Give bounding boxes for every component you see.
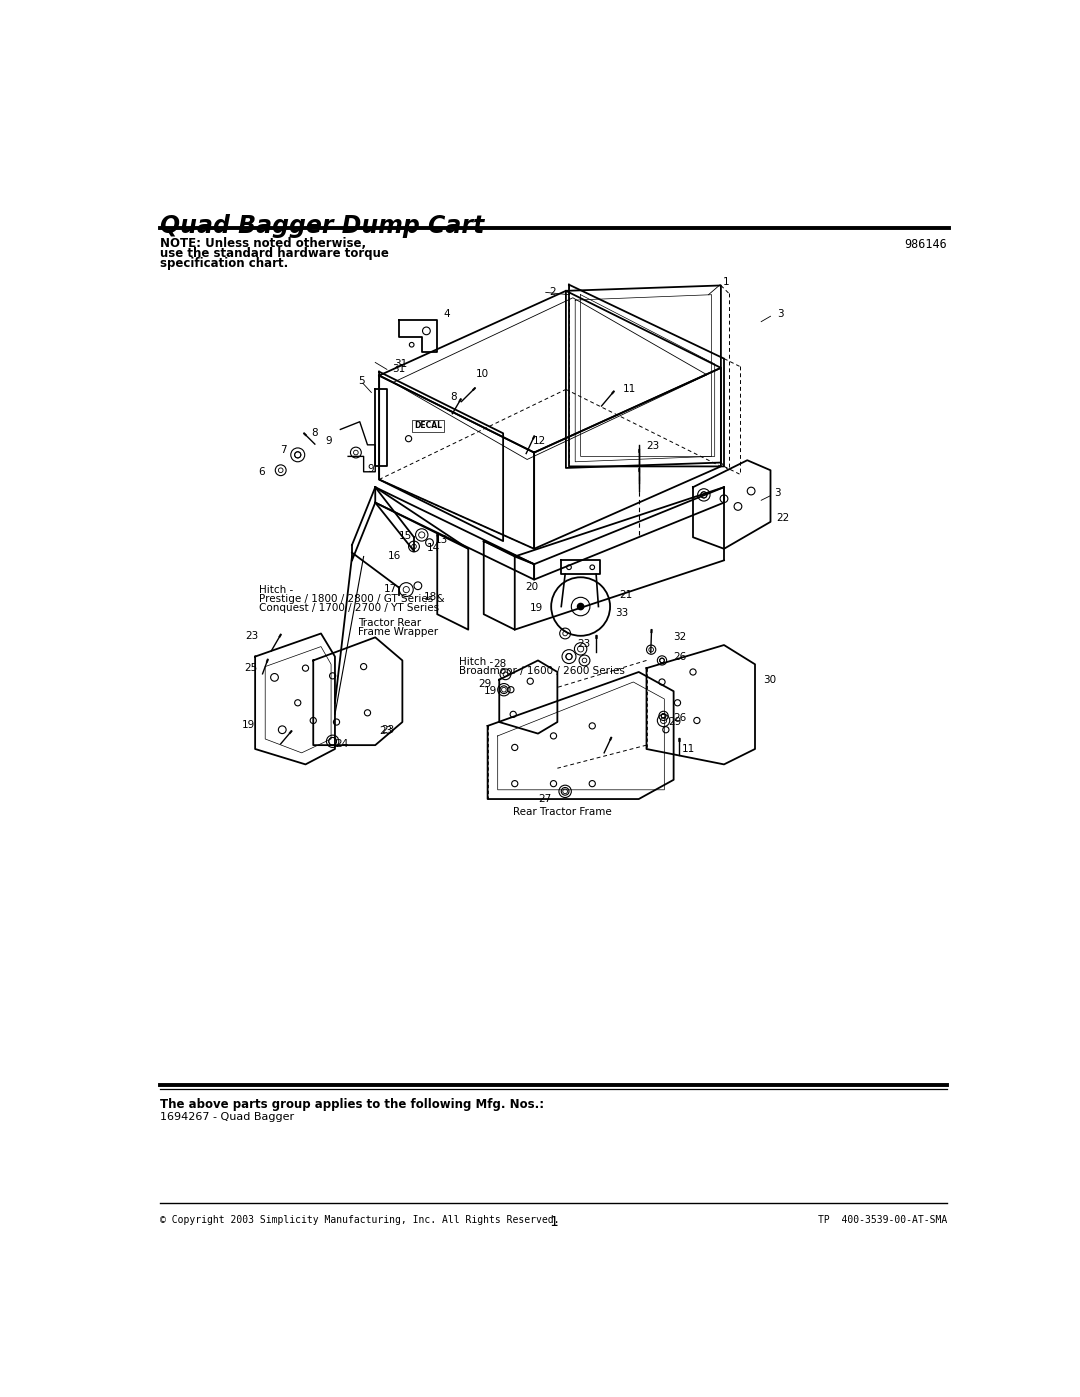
Text: 9: 9 bbox=[367, 464, 374, 475]
Text: 32: 32 bbox=[674, 633, 687, 643]
Text: 15: 15 bbox=[400, 531, 413, 542]
Text: Rear Tractor Frame: Rear Tractor Frame bbox=[513, 806, 612, 817]
Text: DECAL: DECAL bbox=[414, 420, 442, 430]
Text: 11: 11 bbox=[683, 745, 696, 754]
Text: 1: 1 bbox=[550, 1215, 557, 1229]
Text: 8: 8 bbox=[311, 429, 318, 439]
Text: NOTE: Unless noted otherwise,: NOTE: Unless noted otherwise, bbox=[160, 237, 366, 250]
Text: 19: 19 bbox=[242, 719, 255, 731]
Text: 26: 26 bbox=[674, 651, 687, 662]
Text: 24: 24 bbox=[335, 739, 348, 749]
Text: Quad Bagger Dump Cart: Quad Bagger Dump Cart bbox=[160, 214, 484, 237]
Text: 19: 19 bbox=[484, 686, 497, 696]
Text: 5: 5 bbox=[357, 376, 364, 386]
Text: 4: 4 bbox=[444, 309, 450, 319]
Text: 986146: 986146 bbox=[904, 239, 947, 251]
Text: 21: 21 bbox=[619, 590, 633, 599]
Text: 23: 23 bbox=[647, 441, 660, 451]
Text: 8: 8 bbox=[450, 393, 457, 402]
Text: 17: 17 bbox=[383, 584, 397, 594]
Text: 14: 14 bbox=[427, 543, 440, 553]
Text: 23: 23 bbox=[379, 726, 392, 736]
Text: 13: 13 bbox=[435, 535, 448, 545]
Text: 16: 16 bbox=[388, 552, 401, 562]
Text: 22: 22 bbox=[777, 513, 789, 522]
Text: 3: 3 bbox=[777, 309, 783, 319]
Text: 30: 30 bbox=[762, 675, 775, 685]
Text: 29: 29 bbox=[478, 679, 491, 689]
Text: TP  400-3539-00-AT-SMA: TP 400-3539-00-AT-SMA bbox=[818, 1215, 947, 1225]
Text: 1: 1 bbox=[723, 277, 729, 286]
Text: 33: 33 bbox=[616, 608, 629, 617]
Text: 19: 19 bbox=[530, 604, 543, 613]
Text: The above parts group applies to the following Mfg. Nos.:: The above parts group applies to the fol… bbox=[160, 1098, 544, 1111]
Text: use the standard hardware torque: use the standard hardware torque bbox=[160, 247, 389, 260]
Text: Hitch -: Hitch - bbox=[459, 657, 494, 666]
Text: 10: 10 bbox=[476, 369, 489, 379]
Text: 23: 23 bbox=[246, 631, 259, 641]
Text: specification chart.: specification chart. bbox=[160, 257, 288, 270]
Text: 11: 11 bbox=[623, 384, 636, 394]
Text: Tractor Rear: Tractor Rear bbox=[359, 617, 421, 629]
Text: 27: 27 bbox=[538, 793, 551, 805]
Text: 6: 6 bbox=[258, 467, 265, 476]
Text: 1694267 - Quad Bagger: 1694267 - Quad Bagger bbox=[160, 1112, 294, 1122]
Text: 31: 31 bbox=[394, 359, 408, 369]
Text: Prestige / 1800 / 2800 / GT Series &: Prestige / 1800 / 2800 / GT Series & bbox=[259, 594, 445, 605]
Text: 25: 25 bbox=[244, 664, 257, 673]
Text: 20: 20 bbox=[526, 583, 539, 592]
Text: Broadmoor / 1600 / 2600 Series: Broadmoor / 1600 / 2600 Series bbox=[459, 666, 625, 676]
Text: 9: 9 bbox=[325, 436, 332, 446]
Text: 12: 12 bbox=[532, 436, 545, 446]
Text: 23: 23 bbox=[577, 638, 590, 648]
Text: 7: 7 bbox=[281, 446, 287, 455]
Text: 2: 2 bbox=[550, 288, 556, 298]
Text: 18: 18 bbox=[424, 591, 437, 602]
Text: 28: 28 bbox=[494, 659, 507, 669]
Text: 23: 23 bbox=[381, 725, 394, 735]
Text: Conquest / 1700 / 2700 / YT Series: Conquest / 1700 / 2700 / YT Series bbox=[259, 604, 440, 613]
Text: © Copyright 2003 Simplicity Manufacturing, Inc. All Rights Reserved.: © Copyright 2003 Simplicity Manufacturin… bbox=[160, 1215, 559, 1225]
Text: Frame Wrapper: Frame Wrapper bbox=[359, 627, 438, 637]
Text: 29: 29 bbox=[669, 717, 681, 726]
Text: 31: 31 bbox=[392, 365, 406, 374]
Text: 3: 3 bbox=[774, 488, 781, 497]
Circle shape bbox=[577, 602, 584, 610]
Text: Hitch -: Hitch - bbox=[259, 585, 294, 595]
Text: 26: 26 bbox=[674, 714, 687, 724]
